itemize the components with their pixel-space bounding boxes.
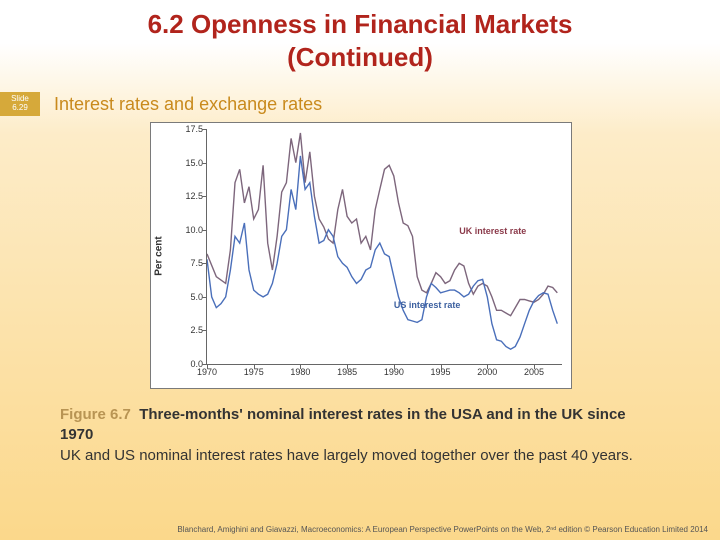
title-line1: 6.2 Openness in Financial Markets — [148, 9, 573, 39]
series-label-us: US interest rate — [394, 300, 461, 310]
slide-number-badge: Slide 6.29 — [0, 92, 40, 116]
footer: Blanchard, Amighini and Giavazzi, Macroe… — [177, 525, 708, 534]
slide: 6.2 Openness in Financial Markets (Conti… — [0, 0, 720, 540]
figure-number: Figure 6.7 — [60, 406, 131, 423]
y-tick: 15.0 — [163, 158, 207, 168]
series-us — [207, 156, 557, 349]
badge-l2: 6.29 — [0, 104, 40, 113]
y-tick: 10.0 — [163, 225, 207, 235]
chart-lines — [207, 129, 562, 364]
series-label-uk: UK interest rate — [459, 226, 526, 236]
subtitle-bar: Slide 6.29 Interest rates and exchange r… — [0, 92, 720, 116]
series-uk — [207, 133, 557, 316]
figure-body: UK and US nominal interest rates have la… — [60, 447, 633, 464]
y-tick: 12.5 — [163, 191, 207, 201]
y-tick: 5.0 — [163, 292, 207, 302]
slide-title: 6.2 Openness in Financial Markets (Conti… — [0, 0, 720, 73]
figure-title: Three-months' nominal interest rates in … — [60, 406, 626, 443]
subtitle: Interest rates and exchange rates — [54, 94, 322, 115]
y-axis-label: Per cent — [154, 236, 165, 275]
y-tick: 2.5 — [163, 325, 207, 335]
chart-area: Per cent 0.02.55.07.510.012.515.017.5197… — [150, 122, 572, 389]
plot-region: 0.02.55.07.510.012.515.017.5197019751980… — [206, 129, 562, 365]
title-line2: (Continued) — [287, 42, 433, 72]
y-tick: 17.5 — [163, 124, 207, 134]
figure-caption: Figure 6.7 Three-months' nominal interes… — [60, 405, 650, 466]
y-tick: 7.5 — [163, 258, 207, 268]
